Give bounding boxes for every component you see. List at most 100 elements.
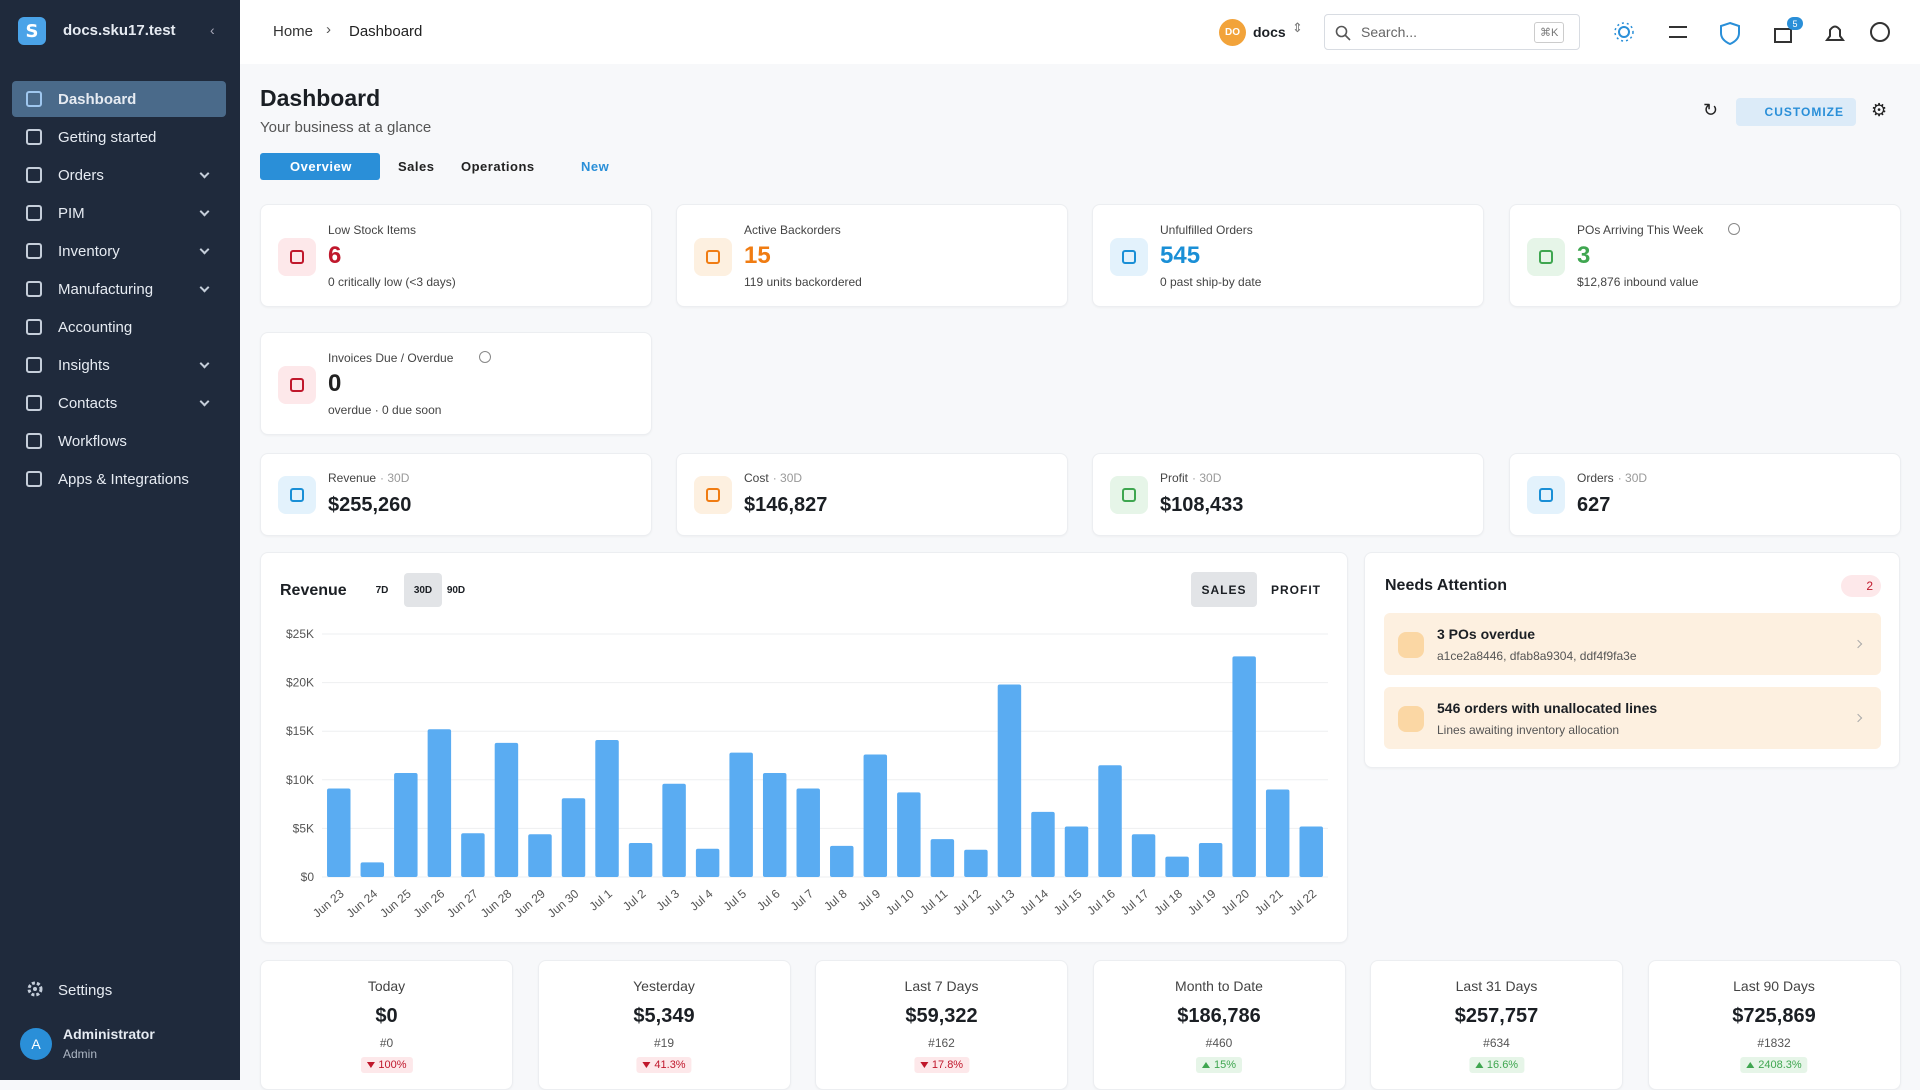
- nav-item[interactable]: Workflows: [12, 423, 226, 459]
- metric-icon-glyph: [1539, 488, 1553, 502]
- settings-button[interactable]: ⚙: [1871, 100, 1888, 120]
- attention-item[interactable]: 3 POs overdue a1ce2a8446, dfab8a9304, ddf…: [1384, 613, 1881, 675]
- metric-name: Revenue: [328, 471, 377, 485]
- change-arrow: [1201, 1062, 1210, 1068]
- attention-title: 546 orders with unallocated lines: [1437, 700, 1658, 716]
- range-button[interactable]: 7D: [375, 584, 389, 596]
- x-tick-label: Jun 26: [411, 886, 448, 920]
- attention-item[interactable]: 546 orders with unallocated lines Lines a…: [1384, 687, 1881, 749]
- collapse-button[interactable]: ‹: [210, 22, 215, 38]
- nav-item[interactable]: Contacts: [12, 385, 226, 421]
- settings-link[interactable]: Settings: [12, 972, 226, 1008]
- metric-period: · 30D: [380, 471, 410, 485]
- x-tick-label: Jun 25: [377, 886, 414, 920]
- bar: [695, 848, 720, 877]
- x-tick-label: Jul 1: [587, 886, 616, 913]
- mode-button[interactable]: PROFIT: [1271, 582, 1321, 597]
- nav-item[interactable]: Accounting: [12, 309, 226, 345]
- x-tick-label: Jul 21: [1252, 886, 1286, 918]
- nav-icon: [26, 357, 42, 373]
- org-switcher[interactable]: docs: [1253, 24, 1286, 40]
- kpi-card: Low Stock Items 6 0 critically low (<3 day…: [260, 204, 652, 307]
- change-arrow: [1746, 1062, 1755, 1068]
- metric-period: · 30D: [1192, 471, 1222, 485]
- range-button[interactable]: 90D: [446, 584, 466, 596]
- search-box[interactable]: Search... ⌘K: [1324, 14, 1580, 50]
- breadcrumb: Dashboard: [349, 23, 423, 40]
- metric-name: Orders: [1577, 471, 1614, 485]
- bar: [327, 788, 351, 877]
- gift-icon[interactable]: [1774, 28, 1792, 43]
- change-arrow: [1474, 1062, 1483, 1068]
- period-count: #1832: [1757, 1036, 1791, 1050]
- kpi-icon-glyph: [290, 250, 304, 264]
- ai-icon[interactable]: [1614, 22, 1634, 42]
- period-card: Last 90 Days $725,869 #1832 2408.3%: [1647, 960, 1901, 1090]
- revenue-panel: Revenue 7D 30D 90D SALES PROFIT $0 $5K $10K $1…: [260, 552, 1348, 943]
- kpi-icon: [278, 238, 316, 276]
- refresh-button[interactable]: ↻: [1703, 100, 1719, 120]
- period-change: 15%: [1195, 1057, 1243, 1073]
- kpi-value: 545: [1160, 242, 1201, 269]
- help-icon[interactable]: [1870, 22, 1890, 42]
- metric-icon-glyph: [1122, 488, 1136, 502]
- period-value: $725,869: [1732, 1005, 1816, 1027]
- x-tick-label: Jul 11: [917, 886, 950, 917]
- nav-chevron: [199, 168, 210, 179]
- compare-icon[interactable]: [1669, 26, 1687, 38]
- x-tick-label: Jul 17: [1118, 886, 1152, 918]
- user-name: Administrator: [63, 1026, 155, 1042]
- user-avatar[interactable]: A: [20, 1028, 52, 1060]
- x-tick-label: Jun 24: [344, 886, 381, 920]
- breadcrumb[interactable]: Home: [273, 23, 314, 40]
- kpi-value: 3: [1577, 242, 1591, 269]
- kpi-icon-glyph: [1539, 250, 1553, 264]
- nav-label: Workflows: [58, 432, 127, 450]
- user-role: Admin: [63, 1047, 98, 1061]
- nav-item[interactable]: Getting started: [12, 119, 226, 155]
- kpi-note: 0 critically low (<3 days): [328, 275, 456, 289]
- nav-label: Getting started: [58, 128, 157, 146]
- period-count: #162: [928, 1036, 955, 1050]
- tab[interactable]: Operations: [461, 159, 535, 174]
- panel-title: Needs Attention: [1385, 577, 1508, 594]
- nav-item[interactable]: Insights: [12, 347, 226, 383]
- attention-icon: [1398, 706, 1424, 732]
- nav-chevron: [199, 206, 210, 217]
- bar: [830, 845, 854, 877]
- bar: [1131, 834, 1156, 877]
- nav-item[interactable]: Dashboard: [12, 81, 226, 117]
- x-tick-label: Jun 27: [444, 886, 481, 920]
- nav-item[interactable]: Apps & Integrations: [12, 461, 226, 497]
- kpi-icon-glyph: [1122, 250, 1136, 264]
- nav-item[interactable]: Inventory: [12, 233, 226, 269]
- period-change: 17.8%: [913, 1057, 970, 1073]
- tab[interactable]: Overview: [260, 153, 380, 180]
- nav-item[interactable]: Manufacturing: [12, 271, 226, 307]
- period-label: Month to Date: [1175, 978, 1263, 994]
- shield-icon[interactable]: [1720, 21, 1740, 46]
- metric-icon-glyph: [706, 488, 720, 502]
- change-value: 100%: [378, 1059, 407, 1071]
- bar: [964, 849, 988, 877]
- range-button[interactable]: 30D: [404, 573, 442, 607]
- x-tick-label: Jul 18: [1151, 886, 1185, 918]
- mode-button[interactable]: SALES: [1191, 572, 1257, 607]
- period-label: Last 31 Days: [1455, 978, 1538, 994]
- nav-item[interactable]: PIM: [12, 195, 226, 231]
- bar: [997, 684, 1022, 877]
- bar: [595, 739, 619, 877]
- period-value: $59,322: [905, 1005, 978, 1027]
- nav-chevron: [199, 244, 210, 255]
- customize-button[interactable]: CUSTOMIZE: [1736, 98, 1856, 126]
- kpi-label: Low Stock Items: [328, 223, 417, 237]
- tab[interactable]: Sales: [398, 159, 435, 174]
- bell-icon[interactable]: [1825, 25, 1845, 41]
- settings-label: Settings: [58, 981, 113, 999]
- x-tick-label: Jul 19: [1185, 886, 1219, 918]
- metric-icon: [1527, 476, 1565, 514]
- tab[interactable]: New: [581, 159, 610, 174]
- kpi-icon: [1110, 238, 1148, 276]
- nav-item[interactable]: Orders: [12, 157, 226, 193]
